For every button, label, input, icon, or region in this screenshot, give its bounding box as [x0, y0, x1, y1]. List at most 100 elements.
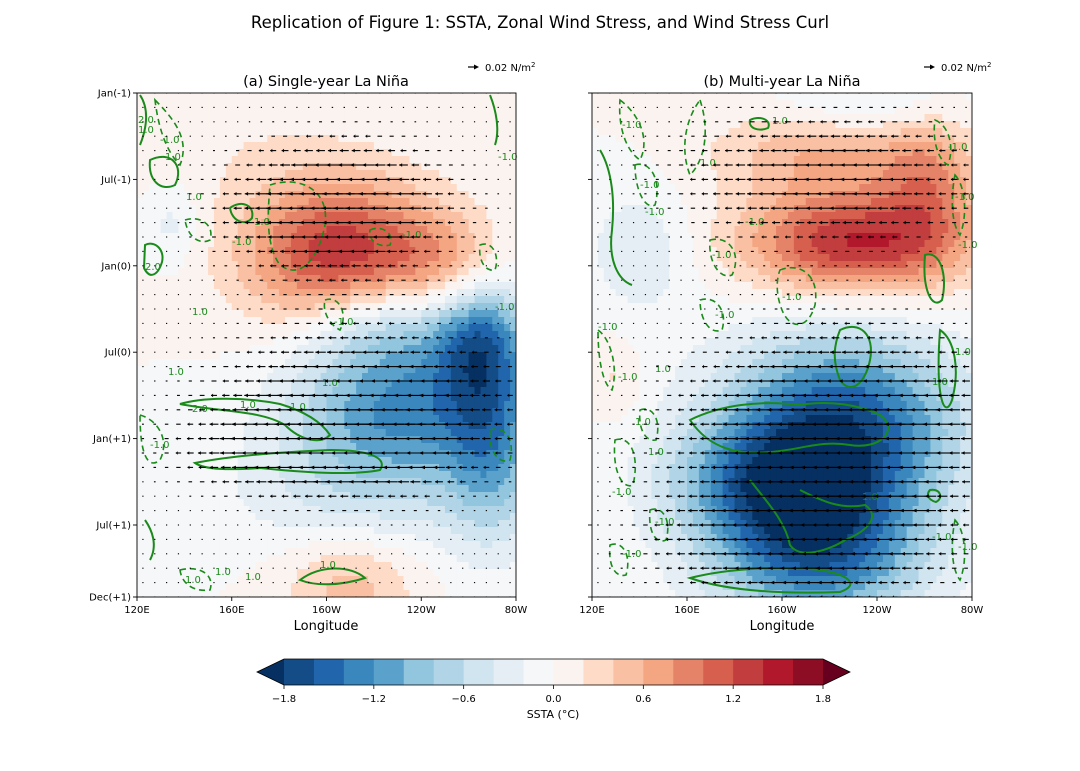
ssta-cell	[219, 562, 227, 570]
ssta-cell	[415, 310, 422, 318]
contour-label: 1.0	[215, 567, 231, 578]
ssta-cell	[285, 93, 292, 101]
ssta-cell	[326, 562, 334, 570]
ssta-cell	[320, 541, 328, 549]
ssta-cell	[403, 394, 410, 402]
ssta-cell	[379, 275, 387, 283]
ssta-cell	[137, 135, 144, 143]
ssta-cell	[480, 128, 487, 136]
ssta-cell	[178, 359, 185, 367]
ssta-cell	[350, 506, 357, 514]
ssta-cell	[202, 198, 209, 206]
wind-arrowhead	[277, 192, 282, 196]
ssta-cell	[213, 149, 221, 157]
ssta-cell	[166, 359, 174, 367]
ssta-cell	[279, 499, 286, 507]
ssta-cell	[296, 534, 304, 542]
ssta-cell	[249, 366, 257, 374]
ssta-cell	[190, 506, 197, 514]
ssta-cell	[172, 443, 180, 451]
ssta-cell	[160, 212, 168, 220]
ssta-cell	[498, 282, 505, 290]
ssta-cell	[427, 499, 434, 507]
ssta-cell	[356, 226, 363, 234]
ssta-cell	[427, 506, 434, 514]
ssta-cell	[290, 338, 298, 346]
ssta-cell	[296, 359, 304, 367]
ssta-cell	[249, 303, 257, 311]
ssta-cell	[219, 275, 227, 283]
ssta-cell	[308, 303, 316, 311]
ssta-cell	[320, 352, 328, 360]
ssta-cell	[279, 506, 286, 514]
ssta-cell	[137, 163, 144, 171]
ssta-cell	[202, 268, 209, 276]
ssta-cell	[137, 114, 144, 122]
ssta-cell	[456, 170, 464, 178]
ssta-cell	[362, 100, 369, 108]
ssta-cell	[296, 366, 304, 374]
ssta-cell	[486, 366, 493, 374]
ssta-cell	[225, 352, 233, 360]
ssta-cell	[184, 93, 191, 101]
ssta-cell	[190, 520, 197, 528]
ssta-cell	[373, 128, 381, 136]
ssta-cell	[332, 226, 339, 234]
ssta-cell	[196, 534, 203, 542]
ssta-cell	[243, 436, 251, 444]
ssta-cell	[213, 485, 221, 493]
ssta-cell	[326, 506, 334, 514]
ssta-cell	[219, 429, 227, 437]
ssta-cell	[350, 212, 357, 220]
ssta-cell	[450, 520, 458, 528]
ssta-cell	[338, 415, 345, 423]
ssta-cell	[397, 107, 405, 115]
ssta-cell	[480, 450, 487, 458]
ssta-cell	[504, 373, 511, 381]
ssta-cell	[332, 142, 339, 150]
ssta-cell	[379, 499, 387, 507]
ssta-cell	[154, 513, 162, 521]
ssta-cell	[332, 107, 339, 115]
ssta-cell	[332, 471, 339, 479]
ssta-cell	[142, 520, 150, 528]
ssta-cell	[332, 401, 339, 409]
ssta-cell	[237, 562, 245, 570]
ssta-cell	[178, 576, 185, 584]
ssta-cell	[350, 436, 357, 444]
ssta-cell	[154, 555, 162, 563]
ssta-cell	[367, 261, 375, 269]
ssta-cell	[184, 114, 191, 122]
ssta-cell	[439, 191, 446, 199]
ssta-cell	[273, 296, 280, 304]
ssta-cell	[190, 114, 197, 122]
ssta-cell	[403, 261, 410, 269]
ssta-cell	[468, 422, 476, 430]
ssta-cell	[480, 569, 487, 577]
ssta-cell	[249, 121, 257, 129]
ssta-cell	[510, 422, 516, 430]
ssta-cell	[184, 450, 191, 458]
ssta-cell	[178, 408, 185, 416]
ssta-cell	[450, 128, 458, 136]
ssta-cell	[362, 142, 369, 150]
ssta-cell	[397, 331, 405, 339]
ssta-cell	[166, 240, 174, 248]
ssta-cell	[160, 492, 168, 500]
ssta-cell	[403, 93, 410, 101]
ssta-cell	[486, 226, 493, 234]
ssta-cell	[314, 527, 322, 535]
ssta-cell	[320, 513, 328, 521]
ssta-cell	[486, 464, 493, 472]
ssta-cell	[279, 149, 286, 157]
ssta-cell	[290, 436, 298, 444]
ssta-cell	[160, 576, 168, 584]
ssta-cell	[474, 247, 482, 255]
ssta-cell	[273, 268, 280, 276]
ssta-cell	[308, 100, 316, 108]
ssta-cell	[367, 149, 375, 157]
ssta-cell	[255, 548, 262, 556]
ssta-cell	[486, 478, 493, 486]
ssta-cell	[409, 128, 416, 136]
ssta-cell	[154, 233, 162, 241]
